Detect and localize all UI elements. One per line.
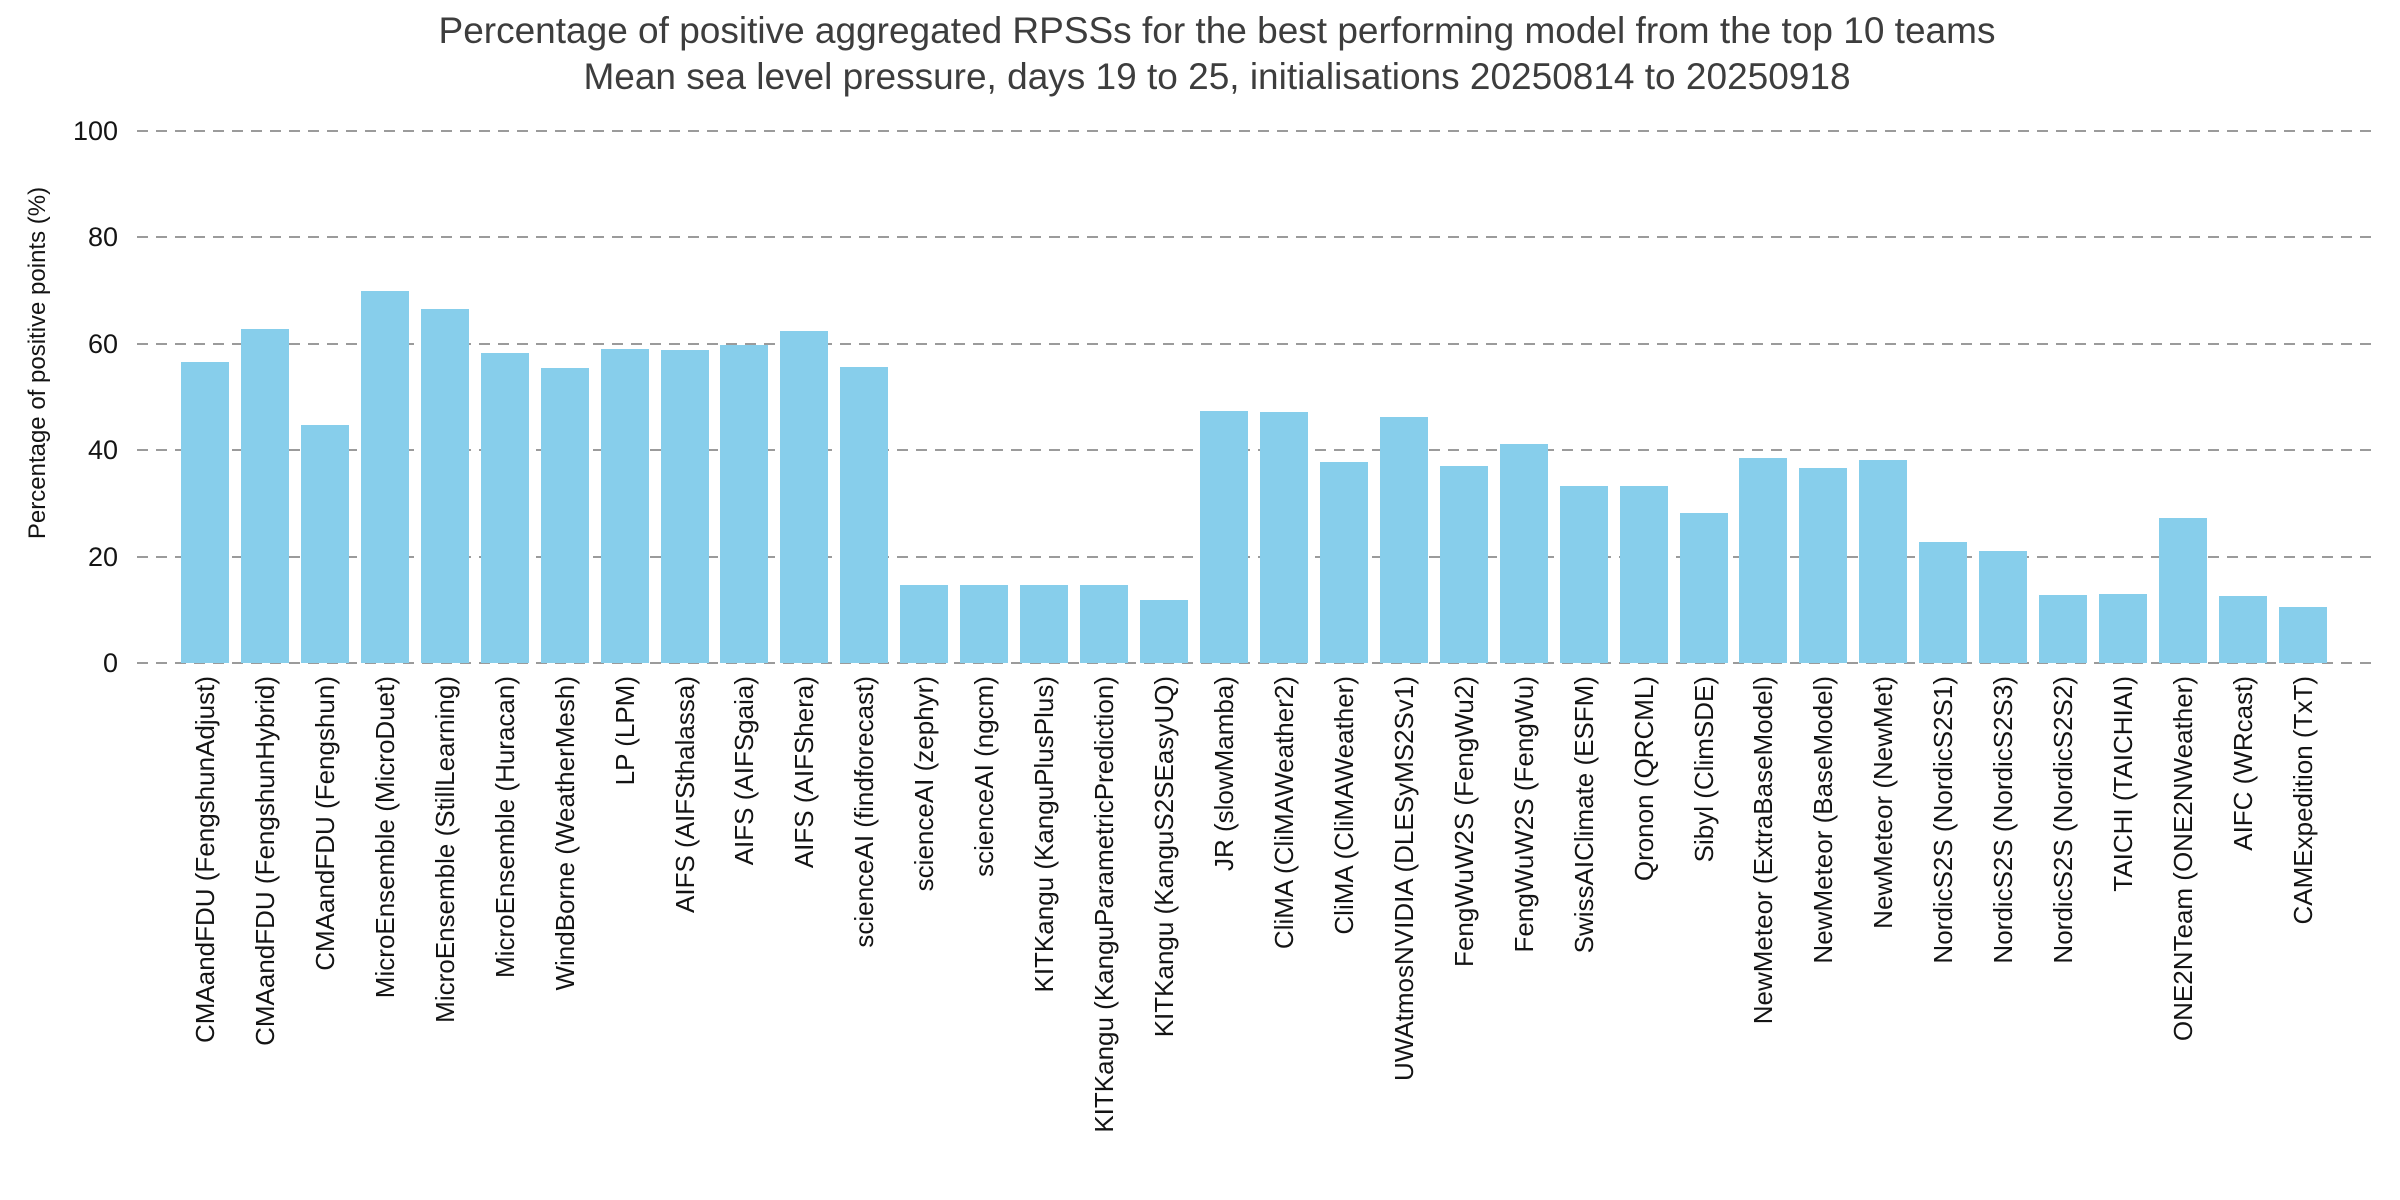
x-tick-label: UWAtmosNVIDIA (DLESyMS2Sv1) (1388, 676, 1419, 1082)
x-tick-label: CMAandFDU (FengshunHybrid) (249, 676, 280, 1046)
gridline-40 (137, 449, 2372, 452)
x-tick-label: scienceAI (findforecast) (849, 676, 880, 948)
x-tick-label: MicroEnsemble (MicroDuet) (369, 676, 400, 999)
x-tick-label: CMAandFDU (FengshunAdjust) (190, 676, 220, 1044)
bar (1679, 512, 1728, 663)
bar (2278, 606, 2327, 663)
bar (1080, 585, 1129, 663)
bar (720, 345, 769, 663)
x-tick-label: WindBorne (WeatherMesh) (549, 676, 580, 991)
bar (1799, 468, 1848, 663)
x-tick-label: Sibyl (ClimSDE) (1688, 676, 1719, 863)
bar (1199, 410, 1248, 663)
bar (360, 291, 409, 663)
y-tick-label-80: 80 (87, 222, 118, 253)
x-tick-label: NewMeteor (ExtraBaseModel) (1748, 676, 1779, 1025)
x-tick-label: KITKangu (KanguPlusPlus) (1029, 676, 1060, 993)
bar (240, 328, 289, 663)
bar (1140, 600, 1189, 663)
bar (1020, 585, 1069, 663)
x-tick-label: LP (LPM) (609, 676, 640, 786)
x-tick-label: CliMA (CliMAWeather2) (1268, 676, 1299, 950)
x-tick-label: scienceAI (ngcm) (969, 676, 1000, 877)
y-tick-label-100: 100 (72, 116, 118, 146)
bar (840, 367, 889, 663)
x-tick-label: AIFC (WRcast) (2227, 676, 2258, 851)
y-tick-label-60: 60 (87, 328, 118, 359)
x-tick-label: SwissAIClimate (ESFM) (1568, 676, 1599, 954)
x-tick-label: NordicS2S (NordicS2S1) (1928, 676, 1959, 964)
bar (1319, 461, 1368, 663)
bar (1499, 443, 1548, 663)
bar (1859, 459, 1908, 663)
x-tick-label: KITKangu (KanguS2SEasyUQ) (1149, 676, 1180, 1038)
bar (1919, 542, 1968, 663)
bar (2159, 518, 2208, 663)
x-tick-label: NordicS2S (NordicS2S3) (1988, 676, 2019, 964)
bar (1379, 416, 1428, 663)
gridline-20 (137, 555, 2372, 558)
bar (600, 348, 649, 663)
bar (540, 368, 589, 663)
y-tick-label-0: 0 (102, 648, 118, 678)
bar (1439, 466, 1488, 663)
x-tick-label: NewMeteor (BaseModel) (1808, 676, 1839, 964)
chart-title: Percentage of positive aggregated RPSSs … (34, 8, 2400, 100)
bar (420, 309, 469, 663)
x-tick-label: MicroEnsemble (Huracan) (489, 676, 520, 978)
x-tick-label: MicroEnsemble (StillLearning) (429, 676, 460, 1023)
bar (1739, 457, 1788, 663)
x-tick-label: ONE2NTeam (ONE2NWeather) (2168, 676, 2199, 1042)
bar (300, 424, 349, 663)
x-tick-label: TAICHI (TAICHIAI) (2108, 676, 2139, 892)
bar (2099, 593, 2148, 663)
x-tick-label: scienceAI (zephyr) (909, 676, 940, 892)
bar (1259, 412, 1308, 663)
x-tick-label: Qronon (QRCML) (1628, 676, 1659, 882)
chart-title-line1: Percentage of positive aggregated RPSSs … (438, 10, 1996, 51)
gridline-60 (137, 342, 2372, 345)
x-tick-label: AIFS (AIFSthalassa) (669, 676, 700, 913)
x-tick-label: FengWuW2S (FengWu2) (1448, 676, 1479, 967)
bar (960, 585, 1009, 663)
bar (2218, 595, 2267, 663)
bar (1619, 486, 1668, 663)
x-tick-label: JR (slowMamba) (1208, 676, 1239, 872)
bar (1559, 486, 1608, 663)
gridline-80 (137, 236, 2372, 239)
chart-title-line2: Mean sea level pressure, days 19 to 25, … (583, 56, 1851, 97)
x-tick-label: CMAandFDU (Fengshun) (309, 676, 340, 971)
x-tick-label: AIFS (AIFShera) (789, 676, 820, 869)
y-tick-label-20: 20 (87, 541, 118, 572)
bar (480, 353, 529, 663)
x-tick-label: KITKangu (KanguParametricPrediction) (1089, 676, 1120, 1133)
x-tick-label: NewMeteor (NewMet) (1868, 676, 1899, 929)
bar (1979, 550, 2028, 663)
x-tick-label: AIFS (AIFSgaia) (729, 676, 760, 866)
gridline-0 (137, 662, 2372, 664)
y-tick-label-40: 40 (87, 435, 118, 466)
bar (2039, 595, 2088, 663)
x-tick-label: FengWuW2S (FengWu) (1508, 676, 1539, 953)
x-tick-label: NordicS2S (NordicS2S2) (2048, 676, 2079, 964)
bar (780, 331, 829, 663)
bar (660, 350, 709, 663)
gridline-100 (137, 130, 2372, 132)
x-tick-label: CAMExpedition (TxT) (2287, 676, 2318, 925)
x-tick-label: CliMA (CliMAWeather) (1328, 676, 1359, 935)
bar (900, 585, 949, 663)
bar (181, 361, 229, 663)
